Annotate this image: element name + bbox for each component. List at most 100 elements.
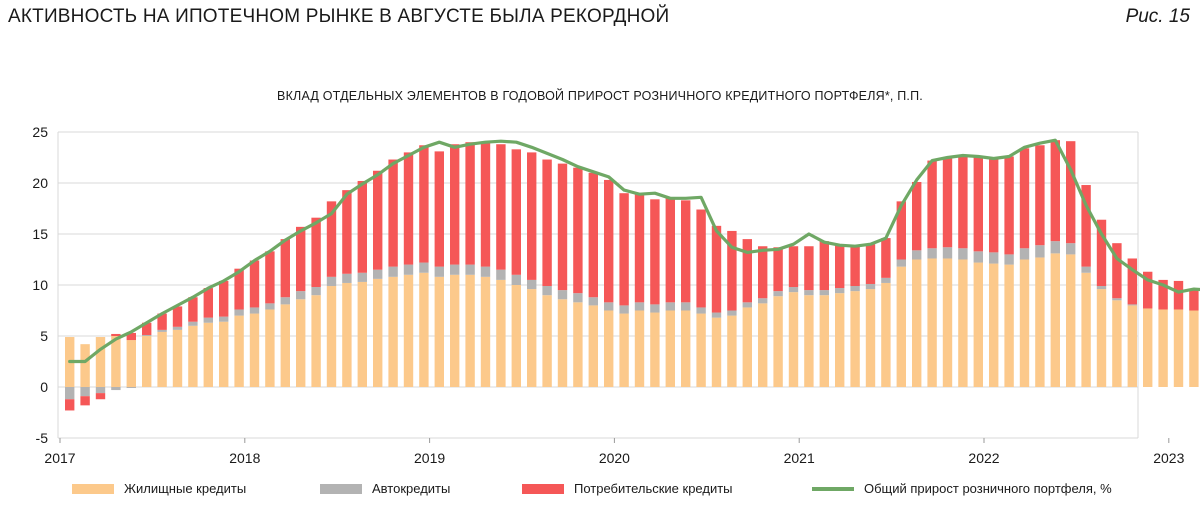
bar-consumer [311,218,320,287]
bar-consumer [188,297,197,321]
bar-consumer [527,152,536,280]
legend-item-total: Общий прирост розничного портфеля, % [812,481,1112,496]
bar-housing [1112,300,1121,387]
bar-auto [727,311,736,316]
bar-housing [512,285,521,387]
bar-housing [573,302,582,387]
bar-consumer [650,199,659,304]
x-tick-label: 2021 [784,450,815,466]
bar-auto [481,267,490,277]
bar-auto [388,267,397,277]
bar-consumer [465,142,474,264]
bar-housing [1128,305,1137,387]
bar-consumer [573,168,582,293]
y-tick-label: 20 [32,175,48,191]
bar-auto [219,317,228,322]
bar-auto [234,309,243,315]
bar-auto [512,275,521,285]
chart: 2520151050-52017 2018 2019 2020 2021 2022 2023 [0,0,1200,514]
legend: Жилищные кредиты Автокредиты Потребитель… [0,481,1200,503]
bar-housing [188,326,197,387]
bar-consumer [1174,281,1183,310]
legend-item-auto: Автокредиты [320,481,450,496]
bar-auto [1128,304,1137,305]
bar-housing [604,311,613,388]
y-tick-label: 5 [40,328,48,344]
bar-housing [173,330,182,387]
bar-consumer [296,227,305,291]
bar-auto [958,248,967,259]
bar-auto [527,280,536,289]
bar-consumer [512,149,521,274]
bar-consumer [696,210,705,308]
bar-housing [465,275,474,387]
bar-auto [188,322,197,326]
bar-housing [804,295,813,387]
bar-consumer [974,156,983,251]
bar-housing [1174,309,1183,387]
bar-housing [327,286,336,387]
bar-auto [127,387,136,388]
bar-consumer [866,244,875,284]
bar-housing [96,337,105,387]
bar-housing [296,299,305,387]
bar-auto [573,293,582,302]
bar-auto [696,307,705,313]
bar-housing [650,313,659,387]
bar-auto [1020,248,1029,259]
bar-auto [465,265,474,275]
bar-housing [1004,265,1013,387]
bar-housing [1189,311,1198,388]
bar-auto [1112,298,1121,300]
legend-item-housing: Жилищные кредиты [72,481,246,496]
bar-consumer [419,145,428,262]
bar-consumer [496,144,505,269]
x-tick-label: 2023 [1153,450,1184,466]
bar-consumer [773,247,782,291]
legend-item-consumer: Потребительские кредиты [522,481,733,496]
bar-consumer [881,238,890,278]
bar-auto [404,265,413,275]
bar-consumer [943,158,952,248]
bar-consumer [958,155,967,248]
bar-housing [712,318,721,387]
bar-auto [496,270,505,280]
bar-housing [789,292,798,387]
bar-auto [296,291,305,299]
bar-consumer [204,288,213,318]
bar-housing [1158,309,1167,387]
bar-auto [604,302,613,310]
x-tick-label: 2018 [229,450,260,466]
bar-consumer [558,164,567,290]
bar-auto [311,287,320,295]
bar-housing [435,277,444,387]
bar-housing [589,305,598,387]
bar-auto [542,286,551,295]
bar-auto [204,318,213,323]
bar-housing [835,293,844,387]
bar-auto [1035,245,1044,257]
bar-auto [912,250,921,259]
bar-housing [481,277,490,387]
bar-auto [820,290,829,295]
bar-consumer [111,334,120,336]
bar-housing [234,316,243,387]
bar-consumer [712,226,721,313]
bar-auto [111,387,120,390]
bar-housing [250,314,259,387]
bar-auto [342,274,351,283]
bar-housing [219,322,228,387]
bar-housing [989,264,998,387]
bar-auto [450,265,459,275]
x-tick-label: 2022 [968,450,999,466]
bar-auto [835,288,844,293]
bar-housing [773,296,782,387]
bar-consumer [450,144,459,264]
bar-auto [619,305,628,313]
bar-housing [666,311,675,388]
bar-housing [943,258,952,387]
bar-consumer [912,182,921,250]
bar-consumer [1189,290,1198,310]
bar-consumer [820,241,829,290]
bar-auto [897,260,906,267]
